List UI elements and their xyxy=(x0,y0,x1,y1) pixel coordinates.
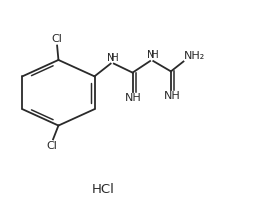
Text: NH: NH xyxy=(164,91,180,101)
Text: NH: NH xyxy=(125,93,142,103)
Text: N: N xyxy=(107,53,115,63)
Text: Cl: Cl xyxy=(52,34,63,44)
Text: Cl: Cl xyxy=(46,141,58,151)
Text: HCl: HCl xyxy=(91,183,114,196)
Text: NH₂: NH₂ xyxy=(184,51,205,61)
Text: H: H xyxy=(112,53,119,63)
Text: H: H xyxy=(151,50,158,60)
Text: N: N xyxy=(147,50,154,60)
